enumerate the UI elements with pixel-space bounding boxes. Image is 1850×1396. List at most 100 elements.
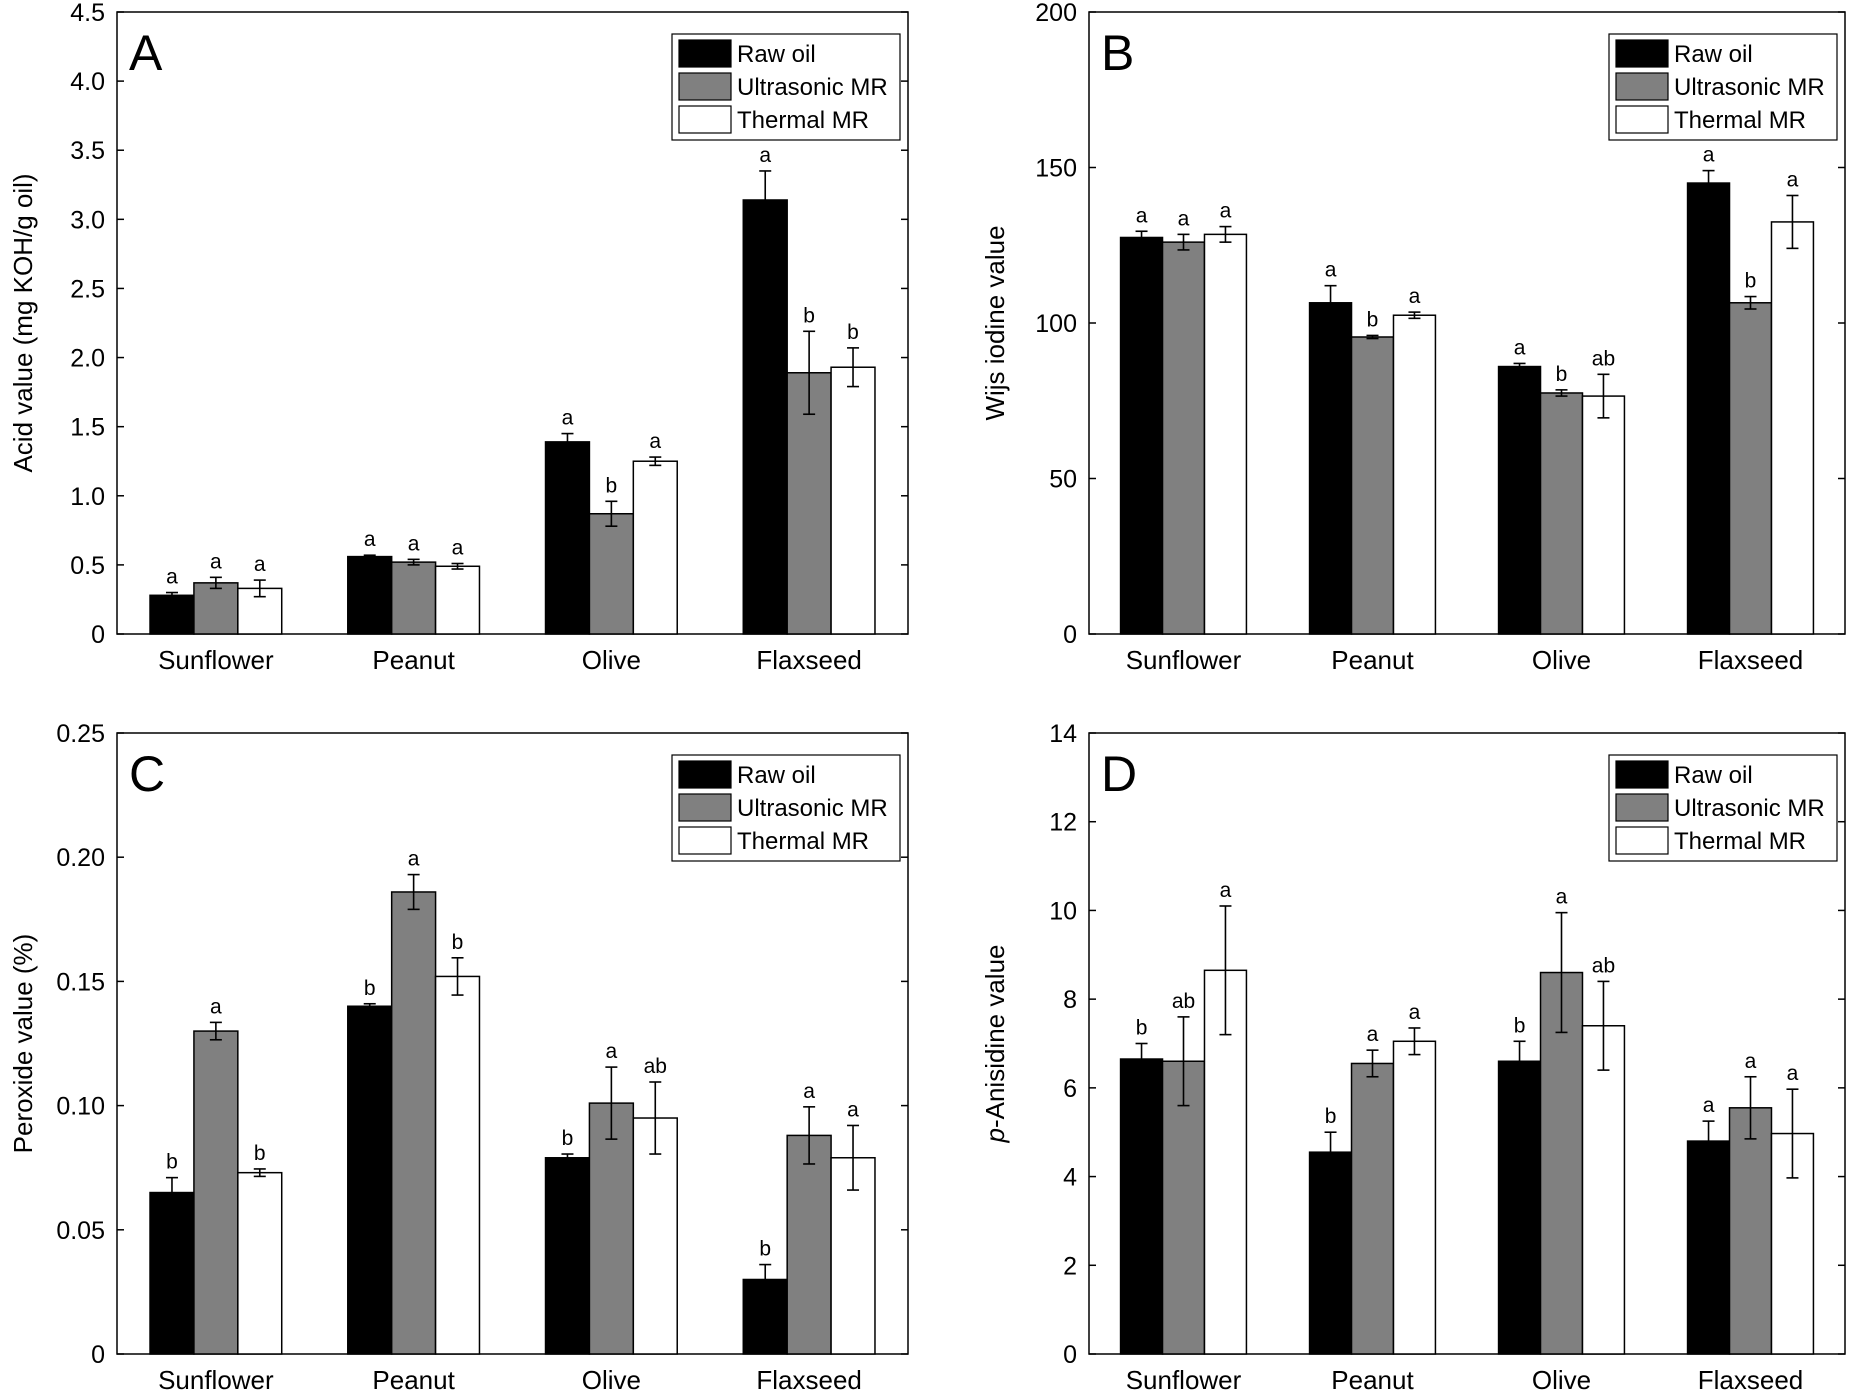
bar <box>1497 1060 1542 1355</box>
y-axis-title: Wijs iodine value <box>980 225 1010 420</box>
significance-letter: b <box>1514 1014 1526 1037</box>
bar <box>632 460 678 635</box>
plot-frame <box>1088 732 1846 1355</box>
y-tick-label: 0.20 <box>56 844 105 872</box>
bar <box>1308 1151 1353 1355</box>
y-tick-label: 1.5 <box>70 414 105 442</box>
y-axis-title: p-Anisidine value <box>980 944 1010 1143</box>
x-tick-label: Sunflower <box>158 645 274 675</box>
y-tick-label: 0.25 <box>56 720 105 748</box>
bar <box>588 512 635 635</box>
x-tick-label: Peanut <box>1331 1365 1414 1395</box>
bar <box>1392 314 1437 635</box>
bar <box>588 1102 635 1355</box>
x-tick-label: Peanut <box>372 645 455 675</box>
bar <box>1392 1040 1437 1355</box>
y-tick-label: 3.0 <box>70 206 105 234</box>
significance-letter: a <box>166 566 178 589</box>
bar <box>434 565 481 635</box>
x-tick-label: Olive <box>1532 645 1591 675</box>
legend-swatch <box>678 760 732 789</box>
panel-letter: A <box>129 25 163 81</box>
legend-swatch <box>678 826 732 855</box>
y-tick-label: 4.0 <box>70 68 105 96</box>
significance-letter: b <box>562 1127 574 1150</box>
x-tick-label: Olive <box>1532 1365 1591 1395</box>
bar <box>1161 241 1206 635</box>
significance-letter: b <box>452 931 464 954</box>
significance-letter: a <box>1367 1023 1379 1046</box>
y-tick-label: 50 <box>1049 466 1077 494</box>
legend-swatch <box>678 793 732 822</box>
y-axis-title: Peroxide value (%) <box>8 934 38 1154</box>
legend-label: Thermal MR <box>737 107 869 134</box>
bar <box>742 199 788 635</box>
legend-swatch <box>1615 760 1669 789</box>
significance-letter: ab <box>644 1055 667 1078</box>
bar <box>149 594 195 635</box>
x-tick-label: Flaxseed <box>1698 1365 1804 1395</box>
significance-letter: a <box>1703 144 1715 167</box>
y-tick-label: 0.10 <box>56 1093 105 1121</box>
significance-letter: b <box>1556 363 1568 386</box>
bar <box>544 1157 591 1355</box>
legend-swatch <box>1615 826 1669 855</box>
significance-letter: a <box>1556 886 1568 909</box>
y-tick-label: 4 <box>1063 1164 1077 1192</box>
significance-letter: a <box>210 550 222 573</box>
legend-swatch <box>678 72 732 101</box>
y-axis-title-text: -Anisidine value <box>980 944 1010 1128</box>
y-tick-label: 2.5 <box>70 275 105 303</box>
legend-swatch <box>1615 39 1669 68</box>
bar <box>237 1171 283 1355</box>
significance-letter: a <box>364 528 376 551</box>
y-tick-label: 4.5 <box>70 0 105 27</box>
y-axis-title-italic: p <box>980 1128 1010 1143</box>
bar <box>390 561 437 635</box>
significance-letter: a <box>1409 1001 1421 1024</box>
x-tick-label: Sunflower <box>158 1365 274 1395</box>
legend-label: Ultrasonic MR <box>1674 74 1825 101</box>
significance-letter: b <box>1745 270 1757 293</box>
significance-letter: a <box>847 1098 859 1121</box>
significance-letter: ab <box>1172 990 1195 1013</box>
legend-swatch <box>1615 105 1669 134</box>
y-tick-label: 0 <box>91 621 105 649</box>
x-tick-label: Flaxseed <box>1698 645 1804 675</box>
significance-letter: a <box>1220 200 1232 223</box>
significance-letter: b <box>364 977 376 1000</box>
chart-panel-a: 0 0.5 1.0 1.5 2.0 2.5 3.0 3.5 4.0 4.5 Acid value (… <box>8 0 909 675</box>
bar <box>1728 1107 1773 1355</box>
significance-letter: b <box>606 474 618 497</box>
y-tick-label: 12 <box>1049 809 1077 837</box>
x-tick-label: Flaxseed <box>756 645 862 675</box>
significance-letter: b <box>1367 308 1379 331</box>
plot-frame <box>116 732 909 1355</box>
significance-letter: b <box>759 1238 771 1261</box>
y-tick-label: 0 <box>1063 1341 1077 1369</box>
bar <box>1119 1058 1164 1355</box>
legend-label: Ultrasonic MR <box>737 795 888 822</box>
y-tick-label: 3.5 <box>70 137 105 165</box>
y-tick-label: 2 <box>1063 1252 1077 1280</box>
x-tick-label: Peanut <box>372 1365 455 1395</box>
legend-swatch <box>678 39 732 68</box>
legend-swatch <box>678 105 732 134</box>
legend-swatch <box>1615 793 1669 822</box>
x-tick-label: Sunflower <box>1126 645 1242 675</box>
y-tick-label: 6 <box>1063 1075 1077 1103</box>
legend-label: Thermal MR <box>1674 828 1806 855</box>
bar <box>1350 336 1395 635</box>
legend-label: Ultrasonic MR <box>1674 795 1825 822</box>
significance-letter: b <box>254 1142 266 1165</box>
bar <box>1203 233 1248 635</box>
bar <box>1686 182 1731 635</box>
significance-letter: ab <box>1592 347 1615 370</box>
significance-letter: a <box>649 430 661 453</box>
bar <box>149 1191 195 1355</box>
significance-letter: a <box>408 532 420 555</box>
legend-swatch <box>1615 72 1669 101</box>
chart-panel-d: 0 2 4 6 8 10 12 14 p-Anisidine value D Sunflower b a… <box>980 720 1846 1395</box>
y-tick-label: 200 <box>1035 0 1077 27</box>
